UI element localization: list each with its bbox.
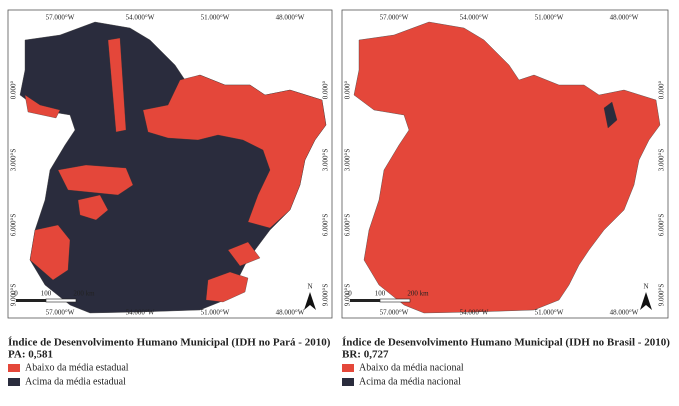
scale-bar [379,298,411,303]
region [77,194,109,221]
coord-label: 48.000°W [610,309,639,317]
coord-label: 57.000°W [46,309,75,317]
coord-label: 51.000°W [535,309,564,317]
scale-label: 200 km [407,290,429,298]
coord-label: 0.000° [658,81,666,100]
region [142,74,327,229]
coord-label: 3.000°S [344,149,352,172]
coord-label: 0.000° [344,81,352,100]
legend-swatch [342,378,354,386]
coord-label: 51.000°W [201,14,230,22]
coord-label: 0.000° [322,81,330,100]
coord-label: 3.000°S [10,149,18,172]
region [205,271,249,303]
legend-swatch [8,364,20,372]
coord-label: 51.000°W [201,309,230,317]
legend-swatch [8,378,20,386]
coord-label: 54.000°W [460,309,489,317]
region [29,224,71,281]
scale-label: 200 km [73,290,95,298]
coord-label: 3.000°S [322,149,330,172]
north-label: N [643,283,648,291]
map-title: Índice de Desenvolvimento Humano Municip… [342,337,670,349]
scale-bar [350,299,380,302]
coord-label: 6.000°S [10,214,18,237]
coord-label: 9.000°S [10,284,18,307]
scale-bar [16,299,46,302]
region [227,241,261,267]
coord-label: 57.000°W [380,14,409,22]
scale-bar [45,298,77,303]
map-title: Índice de Desenvolvimento Humano Municip… [8,337,331,349]
coord-label: 57.000°W [46,14,75,22]
coord-label: 9.000°S [344,284,352,307]
coord-label: 48.000°W [276,309,305,317]
coord-label: 48.000°W [610,14,639,22]
coord-label: 9.000°S [658,284,666,307]
region [603,101,618,129]
coord-label: 0.000° [10,81,18,100]
region [107,37,127,133]
state-area [353,21,661,314]
legend-label: Acima da média nacional [359,376,461,387]
map-panel: 57.000°W 54.000°W 51.000°W 48.000°W 57.000°W… [341,9,669,319]
coord-label: 9.000°S [322,284,330,307]
scale-label: 100 [375,290,386,298]
coord-label: 54.000°W [126,14,155,22]
map-panel: 57.000°W 54.000°W 51.000°W 48.000°W 57.000°W… [7,9,333,319]
coord-label: 54.000°W [460,14,489,22]
coord-label: 57.000°W [380,309,409,317]
legend-label: Acima da média estadual [25,376,126,387]
north-arrow [640,292,652,310]
coord-label: 48.000°W [276,14,305,22]
region [57,164,134,196]
coord-label: 6.000°S [322,214,330,237]
legend-label: Abaixo da média estadual [25,362,129,373]
scale-label: 100 [41,290,52,298]
coord-label: 6.000°S [658,214,666,237]
coord-label: 6.000°S [344,214,352,237]
region [24,94,61,119]
north-arrow [304,292,316,310]
legend-label: Abaixo da média nacional [359,362,464,373]
legend-swatch [342,364,354,372]
map-subtitle: PA: 0,581 [8,349,53,361]
map-subtitle: BR: 0,727 [342,349,389,361]
coord-label: 54.000°W [126,309,155,317]
coord-label: 3.000°S [658,149,666,172]
north-label: N [307,283,312,291]
scale-label: 0 [14,290,18,298]
coord-label: 51.000°W [535,14,564,22]
scale-label: 0 [348,290,352,298]
